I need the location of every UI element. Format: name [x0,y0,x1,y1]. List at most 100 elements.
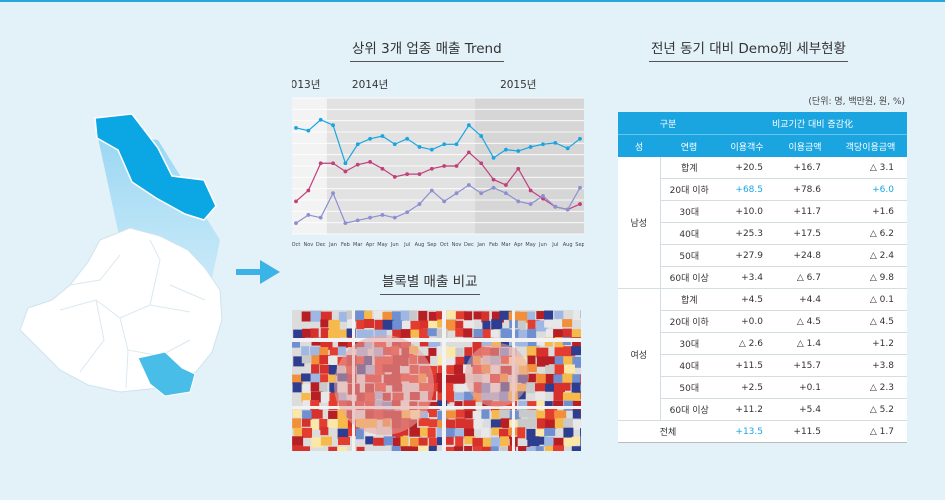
customers-cell: +13.5 [718,420,776,443]
map-block [338,311,350,322]
map-block [527,355,536,365]
total-label: 전체 [618,420,718,443]
map-road [292,338,581,342]
series-point [516,149,521,153]
map-block [319,419,328,431]
map-block [553,329,564,339]
map-block [419,410,428,422]
series-line-1 [295,151,581,211]
map-block [293,427,306,436]
customers-cell: +27.9 [718,244,776,267]
table-row: 30대 +10.0 +11.7 +1.6 [618,200,907,223]
map-block [535,320,548,332]
age-cell: 20대 이하 [660,310,718,333]
map-road [442,310,446,451]
customers-cell: +4.5 [718,288,776,311]
map-block [301,355,313,364]
map-block [481,427,490,438]
series-point [541,196,545,201]
series-point [454,191,459,196]
month-tick-label: Feb [489,242,498,248]
map-block [499,436,509,447]
map-block [311,355,324,366]
per-customer-cell: +6.0 [834,178,907,201]
map-block [329,392,340,403]
map-block [526,364,537,373]
map-block [455,374,466,385]
series-point [491,177,496,182]
series-point [392,174,397,179]
map-block [427,427,436,438]
map-block [563,437,576,447]
month-tick-label: Sep [575,242,584,248]
map-block [311,364,320,376]
map-block [301,392,311,402]
map-block [455,311,466,320]
map-block [526,418,538,428]
map-block [445,374,457,384]
map-block [535,383,548,392]
per-customer-cell: +1.6 [834,200,907,223]
map-block [436,373,445,384]
map-block [436,437,446,446]
map-block [409,446,421,451]
map-block [563,346,576,358]
map-block [472,437,485,447]
map-block [310,382,322,392]
series-point [405,172,410,177]
map-block [346,310,356,319]
customers-cell: +11.2 [718,398,776,421]
map-block [473,311,484,320]
arrow-right-icon [236,260,280,284]
map-block [392,320,404,331]
map-block [536,356,549,367]
map-block [445,319,457,331]
map-block [554,310,564,319]
table-row: 60대 이상 +3.4 △ 6.7 △ 9.8 [618,266,907,289]
map-block [319,355,331,365]
map-block [392,437,405,448]
map-block [292,418,302,429]
series-point [479,161,484,166]
map-block [572,337,581,349]
per-customer-cell: △ 2.4 [834,244,907,267]
per-customer-cell: △ 1.7 [834,420,907,443]
map-block [328,364,337,376]
map-block [311,409,323,419]
map-block [320,328,329,340]
map-block [446,410,457,419]
map-block [580,374,581,385]
map-block [419,338,432,347]
map-block [554,418,566,429]
map-block [536,311,547,320]
map-block [454,364,466,375]
month-tick-label: May [525,242,535,248]
map-block [292,338,301,348]
series-point [466,123,471,128]
map-block [445,382,454,394]
map-block [455,436,464,447]
header-age: 연령 [660,134,718,157]
map-block [545,329,555,340]
map-block [302,383,313,394]
age-cell: 30대 [660,200,718,223]
map-block [473,419,483,430]
map-block [572,419,581,430]
customers-cell: +11.5 [718,354,776,377]
map-block [383,436,396,446]
map-block [292,409,301,418]
map-block [527,373,539,384]
map-block [536,410,549,422]
map-block [428,311,441,323]
map-block [454,392,465,401]
map-block [410,320,423,331]
map-block [428,347,437,356]
map-block [400,436,409,448]
month-tick-label: Oct [292,242,300,248]
block-map-title: 블록별 매출 비교 [380,270,480,295]
map-block [499,446,511,451]
map-block [410,437,420,449]
map-block [499,428,512,439]
map-block [491,427,503,436]
map-block [571,382,581,394]
